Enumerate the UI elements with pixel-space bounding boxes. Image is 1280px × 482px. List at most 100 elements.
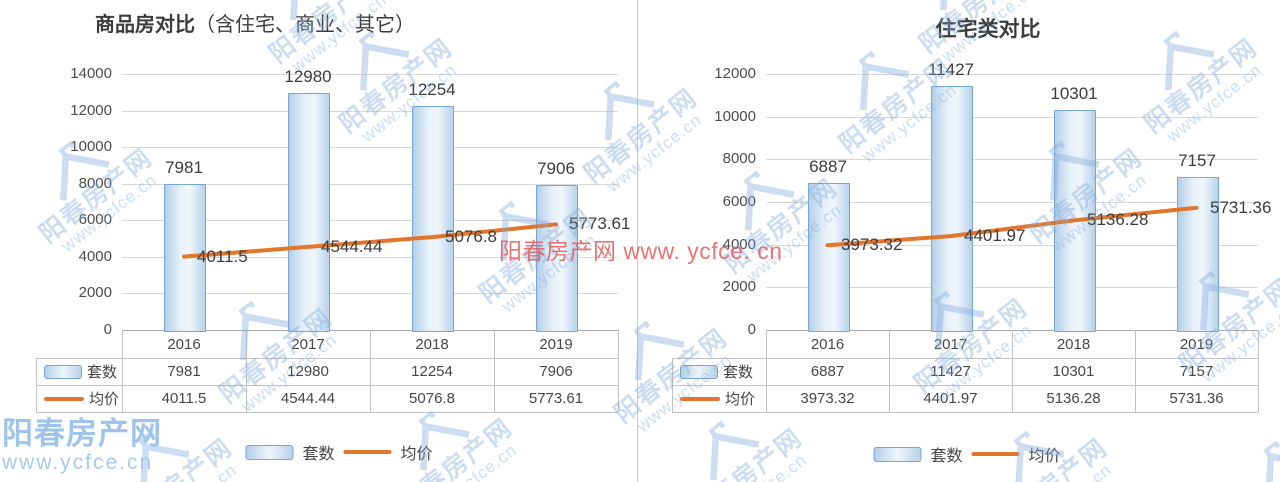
legend: 套数 均价: [245, 440, 433, 464]
line-series-swatch: [44, 396, 84, 401]
legend-line-swatch: [971, 452, 1020, 456]
table-row-label-avg-price: 均价: [44, 385, 119, 412]
bar-value-label: 7981: [165, 158, 203, 177]
table-cell-value: 5773.61: [528, 390, 584, 407]
x-category-label: 2019: [539, 336, 573, 353]
table-cell-value: 11427: [930, 363, 971, 380]
bar-value-label: 6887: [809, 157, 847, 176]
y-tick-label: 2000: [78, 284, 112, 301]
table-border-h: [672, 385, 1258, 386]
x-category-label: 2018: [1056, 336, 1091, 353]
grid-line: [766, 117, 1258, 118]
table-cell-value: 4401.97: [923, 390, 978, 407]
table-cell-value: 4544.44: [280, 390, 336, 407]
y-tick-label: 0: [747, 321, 756, 338]
table-border-v: [1135, 330, 1136, 412]
legend-line-swatch: [343, 450, 392, 454]
bar-2019: [1177, 177, 1219, 332]
panel-divider: [637, 0, 638, 482]
legend-label: 套数: [930, 448, 963, 465]
table-border-v: [1012, 330, 1013, 412]
bar-2017: [288, 93, 330, 332]
x-category-label: 2018: [415, 336, 449, 353]
grid-line: [122, 147, 618, 148]
line-value-label: 4544.44: [321, 237, 383, 256]
grid-line: [766, 287, 1258, 288]
chart-title: 商品房对比（含住宅、商业、其它）: [95, 8, 415, 37]
y-tick-label: 6000: [78, 211, 112, 228]
bar-value-label: 10301: [1050, 84, 1098, 103]
bar-value-label: 11427: [927, 60, 974, 79]
bar-value-label: 7906: [537, 159, 575, 178]
chart-title-main: 商品房对比: [95, 14, 195, 36]
table-cell-value: 5136.28: [1046, 390, 1101, 407]
legend-bar-swatch: [873, 446, 922, 462]
bar-series-swatch: [44, 364, 82, 379]
bar-2018: [412, 106, 454, 332]
table-cell-value: 7157: [1179, 363, 1214, 380]
table-border-h: [36, 385, 618, 386]
grid-line: [122, 111, 618, 112]
x-category-label: 2016: [167, 336, 201, 353]
x-category-label: 2017: [933, 336, 968, 353]
y-tick-label: 6000: [722, 193, 756, 210]
y-tick-label: 0: [103, 321, 112, 338]
table-border-v: [672, 358, 673, 412]
chart-title-main: 住宅类对比: [935, 18, 1041, 41]
y-tick-label: 4000: [78, 248, 112, 265]
table-border-h: [36, 412, 618, 413]
table-border-h: [672, 412, 1258, 413]
table-border-v: [370, 330, 371, 412]
bar-2016: [808, 183, 850, 332]
legend-bar-swatch: [245, 444, 294, 460]
y-tick-label: 10000: [70, 138, 112, 155]
table-border-v: [618, 330, 619, 412]
grid-line: [766, 74, 1258, 75]
table-cell-value: 5731.36: [1169, 390, 1224, 407]
grid-line: [766, 159, 1258, 160]
series-name: 均价: [89, 391, 120, 408]
table-cell-value: 12980: [287, 363, 329, 380]
table-cell-value: 7981: [167, 363, 201, 380]
table-border-v: [1258, 330, 1259, 412]
y-tick-label: 8000: [722, 150, 756, 167]
line-value-label: 4401.97: [964, 226, 1026, 245]
bar-2017: [931, 86, 973, 332]
bar-value-label: 7157: [1178, 151, 1216, 170]
line-value-label: 5136.28: [1087, 210, 1149, 229]
table-cell-value: 12254: [411, 363, 453, 380]
line-value-label: 5731.36: [1210, 198, 1272, 217]
series-name: 均价: [725, 391, 756, 408]
grid-line: [122, 184, 618, 185]
grid-line: [122, 220, 618, 221]
legend: 套数 均价: [873, 442, 1061, 466]
y-tick-label: 12000: [714, 65, 756, 82]
x-category-label: 2017: [291, 336, 325, 353]
bar-value-label: 12980: [284, 67, 332, 86]
table-row-label-units: 套数: [680, 358, 753, 385]
table-border-v: [766, 330, 767, 412]
y-tick-label: 2000: [722, 278, 756, 295]
line-value-label: 5076.8: [445, 227, 497, 246]
table-cell-value: 10301: [1052, 363, 1095, 380]
legend-label: 套数: [302, 446, 335, 463]
table-border-v: [122, 330, 123, 412]
legend-label: 均价: [400, 446, 433, 463]
chart-title-suffix: （含住宅、商业、其它）: [195, 14, 415, 36]
table-row-label-avg-price: 均价: [680, 385, 755, 412]
y-tick-label: 12000: [70, 102, 112, 119]
y-tick-label: 14000: [70, 65, 112, 82]
x-category-label: 2016: [810, 336, 845, 353]
table-border-v: [246, 330, 247, 412]
bar-2019: [536, 185, 578, 332]
table-cell-value: 3973.32: [800, 390, 855, 407]
table-cell-value: 7906: [539, 363, 573, 380]
legend-label: 均价: [1028, 448, 1061, 465]
line-value-label: 4011.5: [197, 247, 248, 266]
table-border-h: [672, 358, 1258, 359]
table-cell-value: 6887: [810, 363, 845, 380]
table-cell-value: 5076.8: [409, 390, 455, 407]
y-tick-label: 10000: [714, 108, 756, 125]
